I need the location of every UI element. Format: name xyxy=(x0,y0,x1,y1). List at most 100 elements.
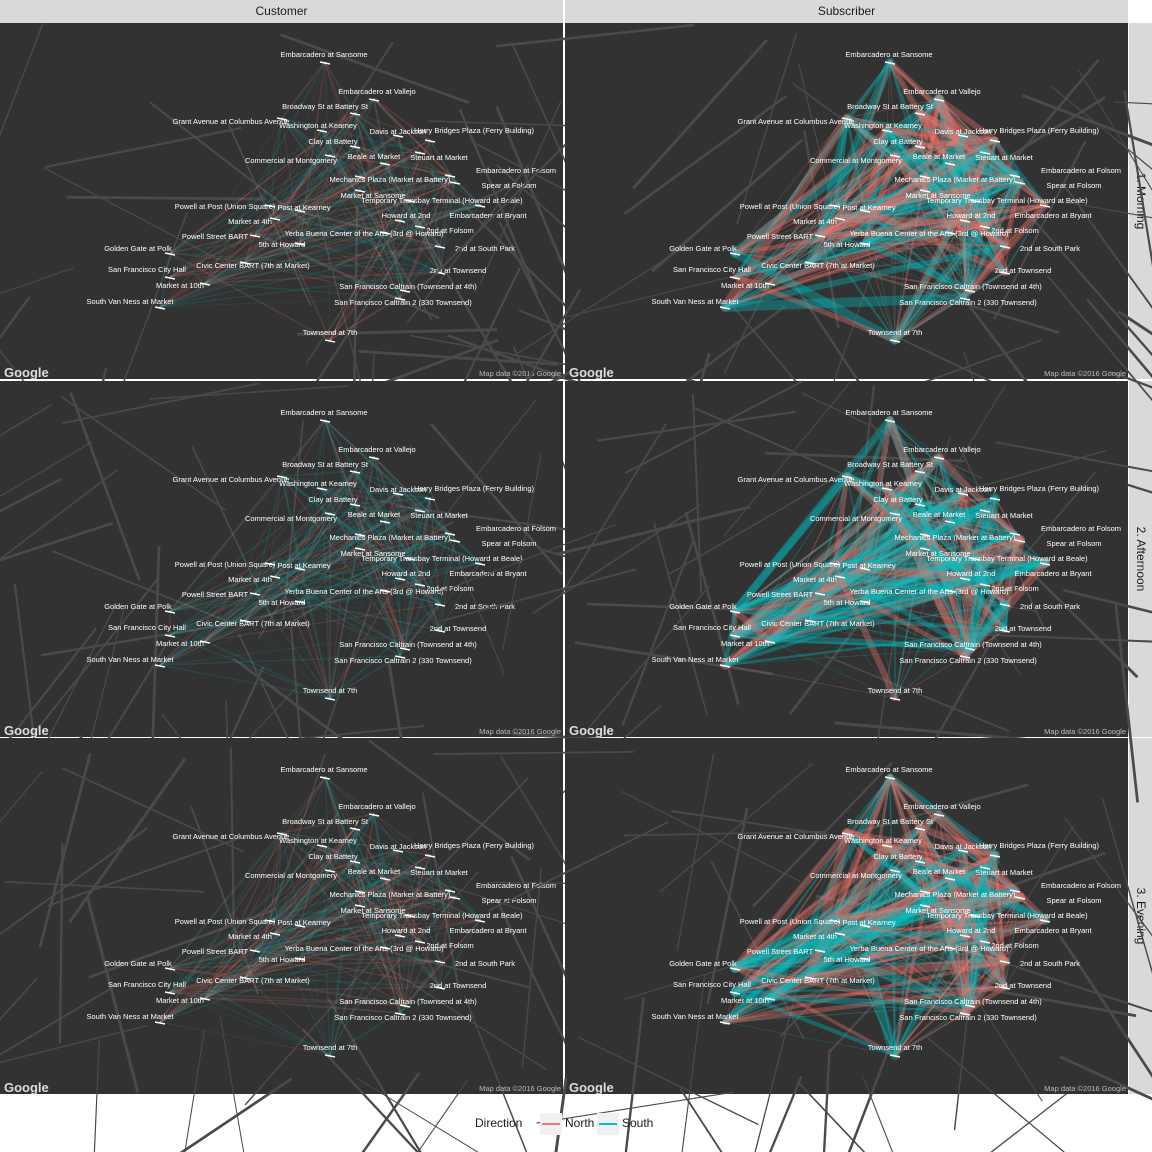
flow xyxy=(834,112,921,206)
flow xyxy=(834,204,966,299)
flow xyxy=(839,567,866,577)
flow xyxy=(321,487,331,699)
flow xyxy=(329,154,421,227)
flow xyxy=(844,473,1023,543)
flow xyxy=(962,134,966,221)
flow xyxy=(399,219,441,247)
station-marker xyxy=(859,567,871,571)
flow xyxy=(949,583,986,591)
flow xyxy=(169,844,323,993)
flow xyxy=(321,129,401,299)
map-background xyxy=(565,23,1128,379)
flow xyxy=(962,864,988,938)
flow xyxy=(169,181,456,254)
station-marker xyxy=(424,497,436,501)
flow xyxy=(768,582,987,643)
flow xyxy=(983,508,1017,535)
flow xyxy=(922,187,1008,249)
flow xyxy=(734,967,1006,988)
station-marker xyxy=(889,339,901,343)
station-marker xyxy=(294,242,306,246)
flow xyxy=(169,562,481,612)
flow xyxy=(999,534,1026,610)
station-label: Mechanics Plaza (Market at Battery) xyxy=(330,175,451,184)
flow xyxy=(734,960,1006,969)
flow xyxy=(838,888,1017,935)
street xyxy=(631,38,769,190)
station-marker xyxy=(354,189,366,193)
flow xyxy=(973,198,1007,248)
flow xyxy=(889,776,966,1014)
flow xyxy=(768,519,952,643)
flow xyxy=(1004,539,1021,631)
station-label: 2nd at Townsend xyxy=(995,624,1052,633)
flow xyxy=(281,117,456,183)
station-marker xyxy=(239,261,251,265)
flow xyxy=(924,181,1021,191)
flow xyxy=(254,949,406,1006)
street xyxy=(361,1072,421,1152)
flow xyxy=(733,985,1007,994)
flow xyxy=(894,869,971,1006)
flow xyxy=(321,844,411,916)
flow xyxy=(321,844,421,942)
flow xyxy=(839,776,891,934)
station-label: Harry Bridges Plaza (Ferry Building) xyxy=(979,841,1100,850)
station-marker xyxy=(764,997,776,1001)
street xyxy=(692,406,877,490)
flow xyxy=(769,242,866,284)
station-label: Civic Center BART (7th at Market) xyxy=(761,619,875,628)
flow xyxy=(888,418,1007,606)
flow xyxy=(354,112,361,177)
flow xyxy=(734,533,926,612)
flow xyxy=(886,129,971,291)
flow xyxy=(373,98,456,183)
flow xyxy=(324,776,406,1006)
flow xyxy=(949,139,996,164)
street xyxy=(1051,86,1152,170)
flow xyxy=(733,138,997,279)
flow xyxy=(281,475,331,699)
flow xyxy=(961,216,974,294)
flow xyxy=(729,534,1026,641)
flow xyxy=(169,619,246,636)
flow xyxy=(834,539,1021,564)
street xyxy=(621,538,696,726)
flow xyxy=(734,577,966,612)
flow xyxy=(384,877,441,962)
flow xyxy=(204,575,276,642)
station-label: Golden Gate at Polk xyxy=(669,602,737,611)
street xyxy=(966,825,1075,995)
flow xyxy=(864,151,986,211)
flow xyxy=(169,776,326,993)
flow xyxy=(922,875,953,894)
street xyxy=(58,843,64,1044)
flow xyxy=(937,97,965,137)
flow xyxy=(329,629,441,699)
flow xyxy=(734,162,951,254)
flow xyxy=(169,634,331,699)
flow xyxy=(299,866,421,959)
station-label: Yerba Buena Center of the Arts (3rd @ Ho… xyxy=(849,229,1009,238)
flow xyxy=(269,562,421,585)
flow xyxy=(864,509,986,569)
flow xyxy=(734,503,921,612)
street xyxy=(807,232,1008,236)
flow xyxy=(769,282,896,341)
flow xyxy=(835,213,990,231)
flow xyxy=(924,890,1046,921)
flow xyxy=(159,949,256,1023)
row-strip xyxy=(1129,23,1152,379)
flow xyxy=(809,419,891,621)
attribution: Map data ©2016 Google xyxy=(1044,369,1126,378)
flow xyxy=(281,475,421,585)
flow xyxy=(373,456,441,605)
station-label: Powell Street BART xyxy=(182,947,249,956)
flow xyxy=(883,126,999,144)
station-label: Harry Bridges Plaza (Ferry Building) xyxy=(414,841,535,850)
flow xyxy=(894,509,986,699)
flow xyxy=(354,860,361,906)
flow xyxy=(159,242,301,308)
station-label: Embarcadero at Bryant xyxy=(449,211,527,220)
station-marker xyxy=(264,204,276,208)
